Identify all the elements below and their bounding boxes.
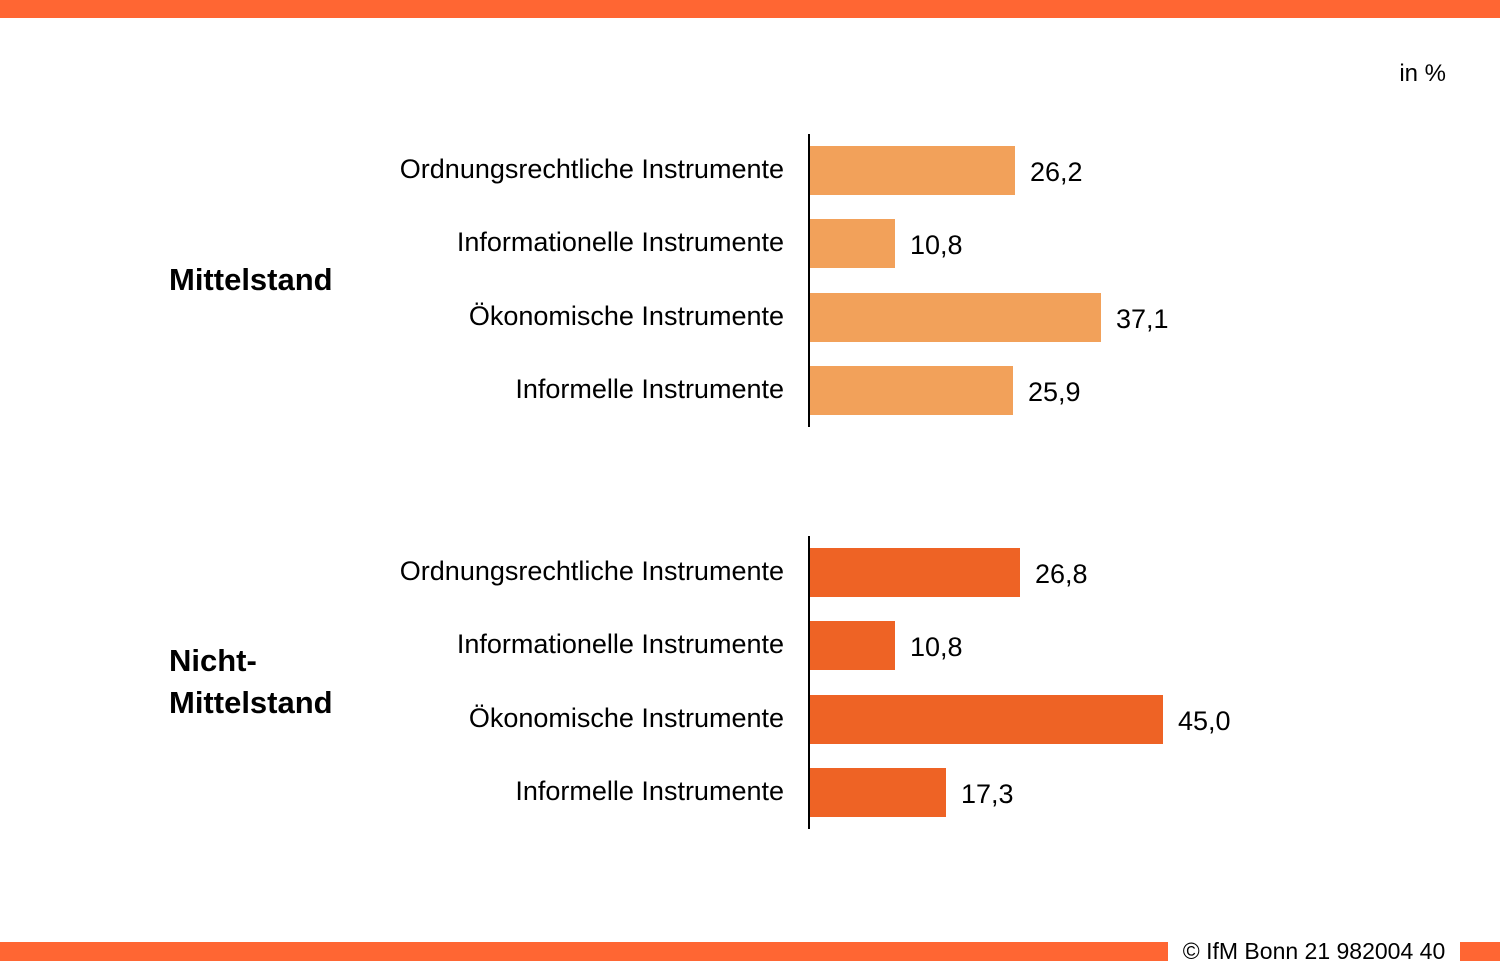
bar-nicht-mittelstand-informationelle-instrumente <box>810 621 895 670</box>
value-label-nicht-mittelstand-informationelle-instrumente: 10,8 <box>910 631 963 662</box>
value-label-nicht-mittelstand-informelle-instrumente: 17,3 <box>961 778 1014 809</box>
axis-line-nicht-mittelstand <box>808 536 810 829</box>
group-label-mittelstand: Mittelstand <box>169 262 333 297</box>
value-label-nicht-mittelstand-oekonomische-instrumente: 45,0 <box>1178 705 1231 736</box>
category-label-ordnungsrechtliche-instrumente: Ordnungsrechtliche Instrumente <box>399 555 784 586</box>
category-label-oekonomische-instrumente: Ökonomische Instrumente <box>468 300 784 331</box>
value-label-nicht-mittelstand-ordnungsrechtliche-instrumente: 26,8 <box>1035 558 1088 589</box>
bar-mittelstand-informationelle-instrumente <box>810 219 895 268</box>
bar-nicht-mittelstand-ordnungsrechtliche-instrumente <box>810 548 1020 597</box>
bar-mittelstand-ordnungsrechtliche-instrumente <box>810 146 1015 195</box>
bottom-accent-stripe <box>0 942 1500 961</box>
value-label-mittelstand-informationelle-instrumente: 10,8 <box>910 229 963 260</box>
category-label-informationelle-instrumente: Informationelle Instrumente <box>456 628 784 659</box>
axis-line-mittelstand <box>808 134 810 427</box>
value-label-mittelstand-oekonomische-instrumente: 37,1 <box>1116 303 1169 334</box>
bar-mittelstand-oekonomische-instrumente <box>810 293 1101 342</box>
group-label-nicht-mittelstand: Nicht- Mittelstand <box>169 643 333 720</box>
category-label-ordnungsrechtliche-instrumente: Ordnungsrechtliche Instrumente <box>399 153 784 184</box>
category-label-informelle-instrumente: Informelle Instrumente <box>515 373 784 404</box>
bar-nicht-mittelstand-informelle-instrumente <box>810 768 946 817</box>
bar-nicht-mittelstand-oekonomische-instrumente <box>810 695 1163 744</box>
top-accent-stripe <box>0 0 1500 18</box>
category-label-oekonomische-instrumente: Ökonomische Instrumente <box>468 702 784 733</box>
category-label-informelle-instrumente: Informelle Instrumente <box>515 775 784 806</box>
bar-mittelstand-informelle-instrumente <box>810 366 1013 415</box>
value-label-mittelstand-ordnungsrechtliche-instrumente: 26,2 <box>1030 156 1083 187</box>
value-label-mittelstand-informelle-instrumente: 25,9 <box>1028 376 1081 407</box>
unit-label: in % <box>1399 60 1446 87</box>
copyright-label: © IfM Bonn 21 982004 40 <box>1168 937 1460 964</box>
category-label-informationelle-instrumente: Informationelle Instrumente <box>456 226 784 257</box>
